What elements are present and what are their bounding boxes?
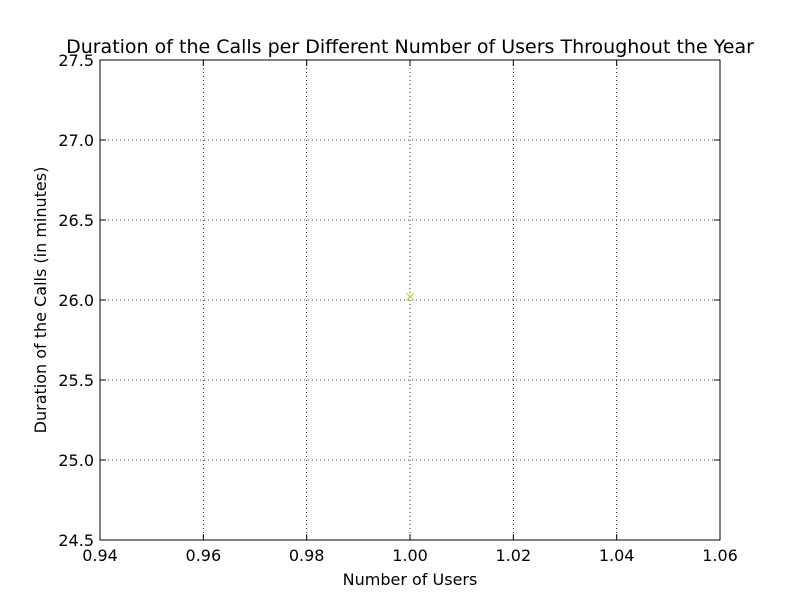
grid-lines: [100, 60, 720, 540]
x-tick-label: 0.94: [82, 546, 118, 565]
y-axis-label: Duration of the Calls (in minutes): [31, 167, 50, 434]
x-axis-tick-labels: 0.94 0.96 0.98 1.00 1.02 1.04 1.06: [82, 546, 738, 565]
y-tick-label: 24.5: [58, 531, 94, 550]
y-axis-tick-labels: 24.5 25.0 25.5 26.0 26.5 27.0 27.5: [58, 51, 94, 550]
x-tick-label: 1.04: [599, 546, 635, 565]
data-points: [406, 292, 414, 301]
y-tick-label: 27.5: [58, 51, 94, 70]
chart-title: Duration of the Calls per Different Numb…: [66, 36, 754, 58]
y-tick-label: 26.5: [58, 211, 94, 230]
x-axis-label: Number of Users: [343, 570, 478, 589]
x-tick-label: 0.96: [186, 546, 222, 565]
data-point-x-marker: [406, 292, 414, 301]
y-tick-label: 25.5: [58, 371, 94, 390]
x-tick-label: 1.06: [702, 546, 738, 565]
y-tick-label: 25.0: [58, 451, 94, 470]
y-tick-label: 27.0: [58, 131, 94, 150]
x-tick-label: 1.02: [496, 546, 532, 565]
y-tick-label: 26.0: [58, 291, 94, 310]
x-tick-label: 0.98: [289, 546, 325, 565]
x-marker-stroke: [406, 292, 414, 301]
axis-ticks: [99, 59, 721, 541]
x-tick-label: 1.00: [392, 546, 428, 565]
